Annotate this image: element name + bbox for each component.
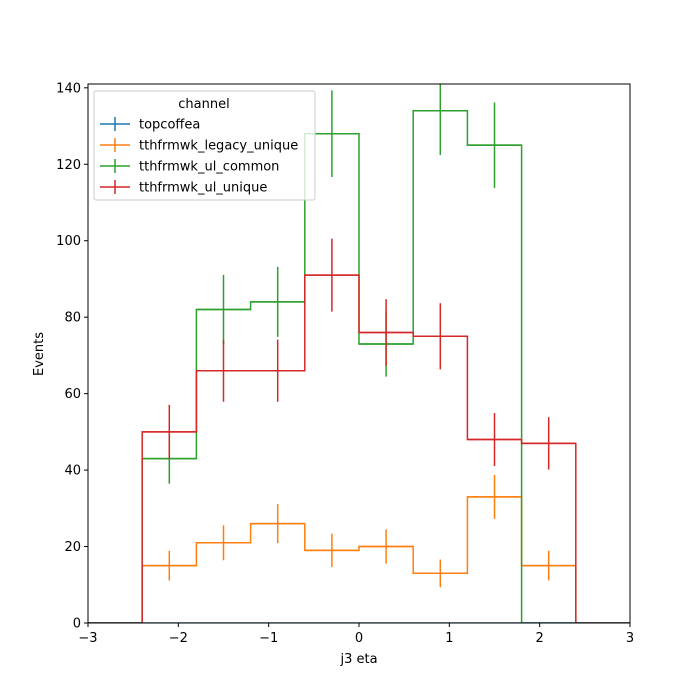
series-tthfrmwk_ul_unique — [88, 238, 630, 623]
legend-entry: tthfrmwk_ul_common — [100, 159, 279, 175]
legend-label: tthfrmwk_ul_common — [139, 160, 279, 175]
legend-entry: tthfrmwk_ul_unique — [100, 180, 267, 196]
series-tthfrmwk_legacy_unique — [88, 474, 630, 623]
x-tick-label: 2 — [536, 631, 544, 646]
step-line — [88, 110, 630, 623]
x-tick-label: −3 — [78, 631, 97, 646]
x-axis-label: j3 eta — [339, 652, 377, 667]
y-tick-label: 20 — [64, 540, 81, 555]
y-tick-label: 80 — [64, 311, 81, 326]
legend-entry: tthfrmwk_legacy_unique — [100, 138, 298, 154]
legend-box — [93, 90, 316, 201]
x-tick-label: 3 — [626, 631, 634, 646]
legend-label: tthfrmwk_ul_unique — [139, 181, 267, 196]
y-tick-label: 40 — [64, 464, 81, 479]
x-tick-label: −2 — [169, 631, 188, 646]
step-line — [88, 274, 630, 623]
legend-title: channel — [178, 97, 229, 112]
y-tick-label: 60 — [64, 387, 81, 402]
y-tick-label: 120 — [56, 158, 81, 173]
y-tick-label: 140 — [56, 81, 81, 96]
legend: channel topcoffea tthfrmwk_legacy_uniquet… — [93, 90, 316, 201]
x-tick-label: 1 — [445, 631, 453, 646]
y-axis: 0 20 40 60 80 100 120 140 — [56, 81, 88, 632]
y-axis-label: Events — [32, 332, 47, 376]
legend-label: tthfrmwk_legacy_unique — [139, 139, 298, 154]
x-tick-label: −1 — [259, 631, 278, 646]
legend-label: topcoffea — [139, 118, 200, 133]
legend-entry: topcoffea — [100, 117, 200, 133]
x-axis: −3 −2 −1 0 1 2 3 — [78, 623, 634, 646]
series-layer — [88, 84, 630, 623]
y-tick-label: 0 — [73, 617, 81, 632]
y-tick-label: 100 — [56, 234, 81, 249]
x-tick-label: 0 — [355, 631, 363, 646]
